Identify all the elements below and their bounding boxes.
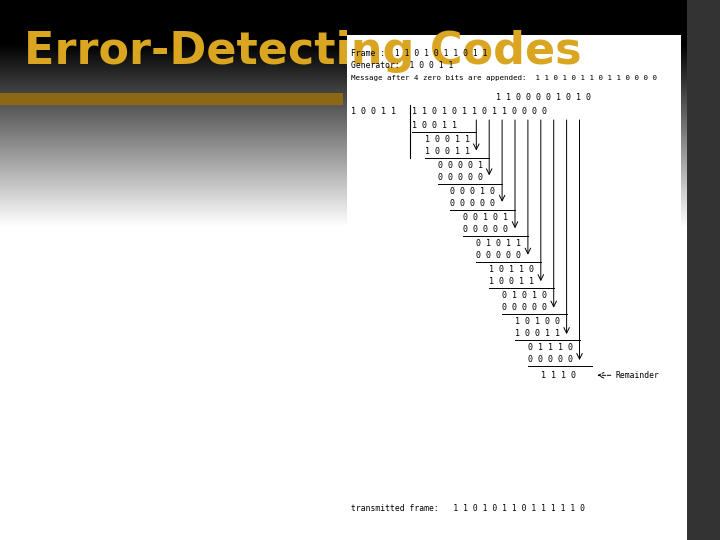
- Bar: [0, 93, 343, 105]
- Text: transmitted frame:   1 1 0 1 0 1 1 0 1 1 1 1 1 0: transmitted frame: 1 1 0 1 0 1 1 0 1 1 1…: [351, 504, 585, 513]
- Text: 1 0 1 0 0: 1 0 1 0 0: [515, 317, 560, 326]
- Text: 1 1 0 1 0 1 1 0 1 1 0 0 0 0: 1 1 0 1 0 1 1 0 1 1 0 0 0 0: [412, 107, 546, 116]
- Text: 1 0 0 1 1: 1 0 0 1 1: [425, 136, 469, 144]
- Text: 1 1 0 0 0 0 1 0 1 0: 1 1 0 0 0 0 1 0 1 0: [495, 93, 590, 102]
- Text: 1 0 0 1 1: 1 0 0 1 1: [425, 147, 469, 156]
- Text: 0 0 1 0 1: 0 0 1 0 1: [464, 213, 508, 222]
- Text: Message after 4 zero bits are appended:  1 1 0 1 0 1 1 0 1 1 0 0 0 0: Message after 4 zero bits are appended: …: [351, 75, 657, 81]
- Text: code checksum.: code checksum.: [62, 342, 253, 365]
- Text: 1 0 0 1 1: 1 0 0 1 1: [489, 277, 534, 286]
- Text: 0 0 0 0 0: 0 0 0 0 0: [477, 251, 521, 260]
- Text: 0 0 0 0 0: 0 0 0 0 0: [438, 173, 482, 182]
- Text: 1 0 0 1 1: 1 0 0 1 1: [412, 122, 456, 130]
- Bar: [346, 35, 682, 518]
- Text: 1 0 0 1 1: 1 0 0 1 1: [515, 329, 560, 338]
- Text: 0 0 0 0 1: 0 0 0 0 1: [438, 161, 482, 170]
- Text: 1 0 0 1 1: 1 0 0 1 1: [351, 107, 397, 116]
- Text: 0 0 0 0 0: 0 0 0 0 0: [464, 225, 508, 234]
- Text: 1 0 1 1 0: 1 0 1 1 0: [489, 265, 534, 274]
- Text: Frame :  1 1 0 1 0 1 1 0 1 1: Frame : 1 1 0 1 0 1 1 0 1 1: [351, 50, 488, 58]
- Text: Remainder: Remainder: [616, 371, 660, 380]
- Text: 1 1 1 0: 1 1 1 0: [541, 371, 576, 380]
- Text: 0 1 1 1 0: 0 1 1 1 0: [528, 343, 573, 352]
- Text: 0 0 0 0 0: 0 0 0 0 0: [451, 199, 495, 208]
- Text: Calculation of the polynomial: Calculation of the polynomial: [27, 291, 379, 314]
- Text: Error-Detecting Codes: Error-Detecting Codes: [24, 30, 582, 73]
- Text: 0 0 0 0 0: 0 0 0 0 0: [528, 355, 573, 363]
- Text: 0 1 0 1 1: 0 1 0 1 1: [477, 239, 521, 248]
- Text: 0 0 0 1 0: 0 0 0 1 0: [451, 187, 495, 196]
- Text: Generator:  1 0 0 1 1: Generator: 1 0 0 1 1: [351, 62, 454, 70]
- Text: 0 1 0 1 0: 0 1 0 1 0: [502, 291, 547, 300]
- Text: 0 0 0 0 0: 0 0 0 0 0: [502, 303, 547, 312]
